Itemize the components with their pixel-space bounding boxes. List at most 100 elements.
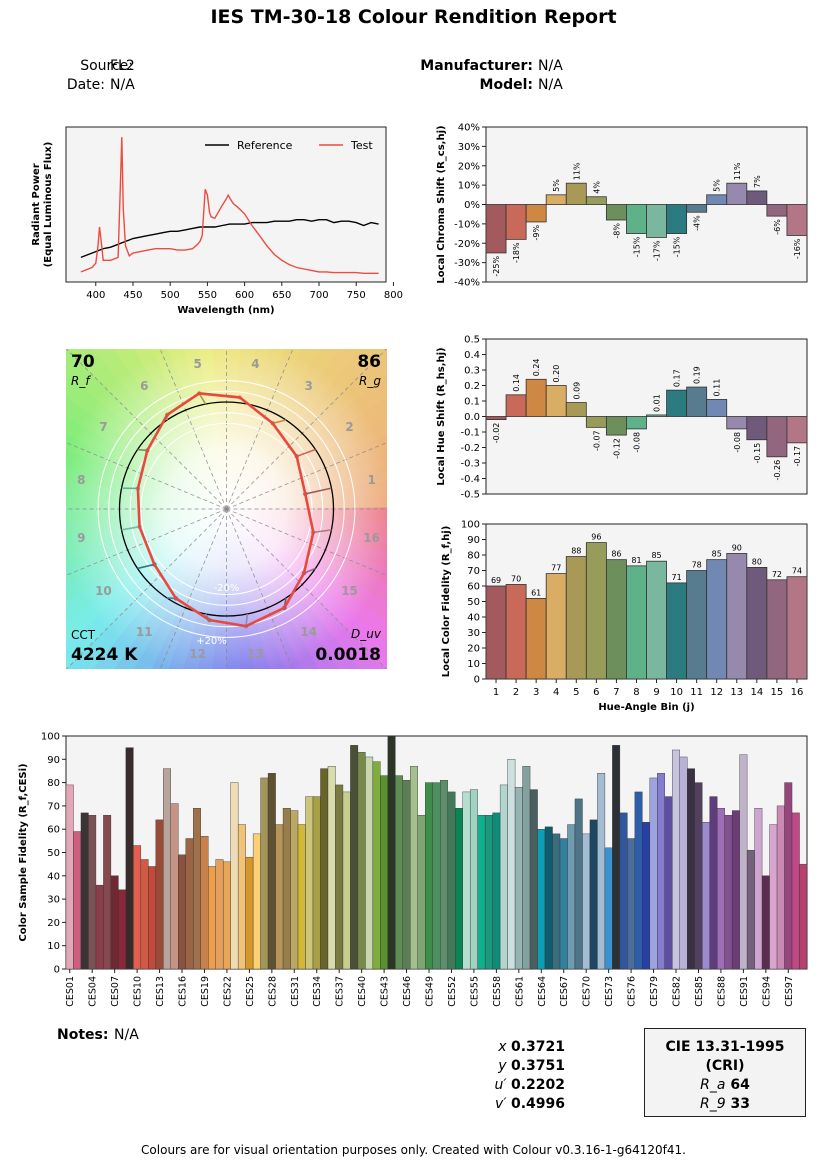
u-value: 0.2202 [510, 1077, 565, 1093]
bar-bin-14 [746, 416, 768, 441]
v-label: v′ [495, 1096, 507, 1112]
y-tick-label: 30% [458, 142, 480, 153]
ces-bar [410, 766, 418, 970]
duv-label: D_uv [351, 627, 381, 641]
bar-bin-1 [485, 416, 507, 420]
ces-bar [118, 889, 127, 970]
bin-boundary-line [66, 508, 227, 669]
bar-data-label: -18% [512, 242, 521, 263]
ces-bar [799, 863, 808, 970]
bin-number-label: 9 [77, 531, 85, 545]
bar-bin-7 [605, 416, 627, 436]
x-tick-label: CES16 [178, 976, 189, 1007]
bar-data-label: -16% [793, 238, 802, 259]
bar-bin-1 [485, 204, 507, 254]
reference-ring [108, 390, 345, 628]
bar-data-label: -0.08 [632, 432, 641, 453]
rg-value: 86 [357, 352, 381, 372]
ces-bar [320, 768, 329, 970]
bar-bin-7 [605, 559, 627, 680]
manufacturer-label: Manufacturer: [420, 58, 533, 74]
bin-number-label: 11 [136, 625, 153, 639]
ces-bar [544, 826, 553, 970]
x-tick-label: 2 [513, 687, 519, 698]
bin-boundary-line [226, 508, 387, 576]
y-tick-label: -0.1 [460, 428, 480, 439]
ces-bar [417, 815, 426, 970]
bar-data-label: 5% [713, 179, 722, 192]
ces-bar [462, 791, 471, 970]
x-tick-label: CES28 [267, 976, 278, 1007]
footer-note: Colours are for visual orientation purpo… [141, 1143, 686, 1157]
bar-bin-10 [666, 204, 688, 234]
bar-bin-4 [545, 385, 567, 417]
bar-data-label: 77 [551, 564, 561, 573]
y-axis-label: Local Color Fidelity (R_f,hj) [441, 526, 452, 678]
shift-vector-arrow [296, 448, 316, 458]
x-tick-label: CES79 [649, 976, 660, 1007]
x-tick-label: CES76 [627, 976, 638, 1007]
bar-bin-14 [746, 190, 768, 205]
x-tick-label: CES46 [402, 976, 413, 1007]
legend-label: Test [350, 139, 373, 152]
bar-bin-3 [525, 204, 547, 223]
bar-bin-4 [545, 573, 567, 680]
ces-fidelity-chart: 0 10 20 30 40 50 60 70 80 90 100 CES01 CES04 CES07 CES… [18, 732, 808, 1007]
ces-bar [103, 815, 112, 970]
ces-bar [574, 798, 583, 970]
bin-boundary-line [226, 442, 387, 510]
x-tick-label: 7 [613, 687, 619, 698]
y-tick-label: 40 [47, 871, 60, 882]
ces-bar [140, 859, 149, 970]
ces-bar [469, 789, 478, 970]
legend-label: Reference [237, 139, 293, 152]
notes-label: Notes: [57, 1027, 109, 1043]
y-tick-label: 0 [54, 965, 60, 976]
y-tick-label: 70 [47, 801, 60, 812]
x-tick-label: 550 [198, 290, 217, 301]
x-tick-label: 750 [347, 290, 366, 301]
ces-bar [702, 822, 710, 970]
bar-data-label: -15% [673, 236, 682, 257]
bar-data-label: 74 [792, 567, 802, 576]
bar-data-label: 7% [753, 175, 762, 188]
x-tick-label: 15 [771, 687, 784, 698]
x-tick-label: CES22 [222, 976, 233, 1007]
r9-value: 33 [730, 1096, 750, 1112]
ces-bar [335, 784, 344, 970]
bar-data-label: 0.11 [713, 379, 722, 397]
ces-bar [80, 812, 89, 970]
ces-bar [133, 845, 142, 970]
v-value: 0.4996 [510, 1096, 565, 1112]
ces-bar [582, 833, 591, 970]
bar-data-label: 85 [712, 550, 722, 559]
cri-title: CIE 13.31-1995 [665, 1039, 785, 1055]
y-axis-label: Local Hue Shift (R_hs,hj) [436, 347, 447, 485]
bar-bin-15 [766, 204, 788, 217]
rf-label: R_f [71, 374, 90, 388]
ces-bar [455, 808, 463, 970]
x-tick-label: CES64 [537, 976, 548, 1007]
bar-bin-6 [585, 196, 607, 205]
bar-data-label: 72 [772, 570, 782, 579]
x-tick-label: CES52 [447, 976, 458, 1007]
bar-data-label: -9% [532, 225, 541, 241]
ces-bar [327, 766, 336, 970]
ces-bar [739, 754, 748, 970]
cct-label: CCT [71, 628, 96, 642]
ces-bar [477, 815, 486, 970]
model-value: N/A [538, 77, 563, 93]
x-tick-label: CES61 [514, 976, 525, 1007]
x-tick-label: CES73 [604, 976, 615, 1007]
ces-bar [649, 777, 658, 970]
ces-bar [657, 773, 665, 970]
ces-bar [432, 782, 441, 970]
x-tick-label: CES40 [357, 976, 368, 1007]
bar-bin-11 [686, 386, 708, 417]
bin-boundary-line [226, 508, 294, 669]
ces-bar [672, 749, 680, 970]
x-tick-label: 13 [730, 687, 743, 698]
rf-value: 70 [71, 352, 95, 372]
bar-bin-15 [766, 579, 788, 680]
